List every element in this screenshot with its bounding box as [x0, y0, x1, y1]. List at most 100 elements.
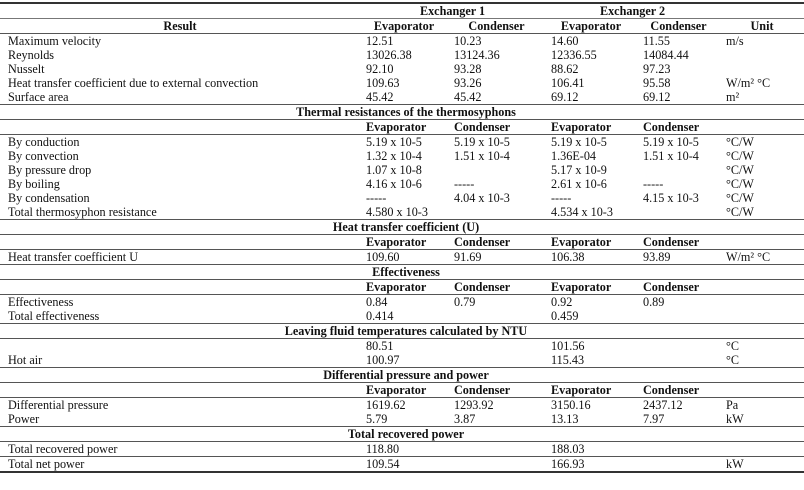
row-value: 13124.36: [454, 48, 500, 62]
row-value: [448, 353, 545, 368]
row-value: [637, 442, 720, 457]
row-value: [448, 442, 545, 457]
row-label: Maximum velocity: [8, 34, 102, 48]
row-value: 45.42: [366, 90, 394, 104]
column-header-row: Result Evaporator Condenser Evaporator C…: [0, 18, 804, 34]
table-row: Reynolds 13026.38 13124.36 12336.55 14084.44: [0, 48, 804, 62]
row-unit: kW: [720, 456, 804, 472]
table-row: Total thermosyphon resistance 4.580 x 10-…: [0, 205, 804, 220]
row-value: 12336.55: [551, 48, 597, 62]
row-label: By pressure drop: [8, 163, 92, 177]
row-value: 2437.12: [643, 398, 683, 412]
evaporator-subheader: Evaporator: [545, 234, 637, 250]
row-value: 13.13: [551, 412, 579, 426]
row-value: 5.17 x 10-9: [551, 163, 607, 177]
condenser-subheader: Condenser: [637, 234, 720, 250]
row-value: 1.51 x 10-4: [643, 149, 699, 163]
subheader-blank: [0, 119, 360, 135]
row-label: Total recovered power: [8, 442, 118, 456]
row-label: Total net power: [0, 456, 360, 472]
row-value: 0.84: [366, 295, 388, 309]
row-unit: kW: [726, 412, 744, 426]
table-row: Effectiveness 0.84 0.79 0.92 0.89: [0, 295, 804, 310]
row-value: 3.87: [454, 412, 476, 426]
row-value: 93.26: [454, 76, 482, 90]
row-label: By convection: [8, 149, 79, 163]
condenser-subheader: Condenser: [448, 119, 545, 135]
row-value: 3150.16: [551, 398, 591, 412]
row-value: 14084.44: [643, 48, 689, 62]
row-label: Power: [8, 412, 40, 426]
condenser-subheader: Condenser: [637, 279, 720, 295]
row-value: 93.89: [643, 250, 671, 264]
row-unit: [720, 295, 804, 310]
table-row: By condensation ----- 4.04 x 10-3 ----- 4.15…: [0, 191, 804, 205]
row-value: 5.19 x 10-5: [551, 135, 607, 149]
table-row: Maximum velocity 12.51 10.23 14.60 11.55 m/s: [0, 34, 804, 49]
table-row: Nusselt 92.10 93.28 88.62 97.23: [0, 62, 804, 76]
row-unit: m²: [726, 90, 740, 104]
row-value: 106.38: [551, 250, 585, 264]
row-value: 115.43: [551, 353, 585, 367]
table-row: 80.51 101.56 °C: [0, 339, 804, 354]
row-value: 1.36E-04: [551, 149, 597, 163]
row-value: 4.15 x 10-3: [643, 191, 699, 205]
row-unit: W/m² °C: [726, 76, 771, 90]
row-value: 45.42: [454, 90, 482, 104]
row-value: 100.97: [366, 353, 400, 367]
row-label: Effectiveness: [8, 295, 74, 309]
section-title-row: Thermal resistances of the thermosyphons: [0, 104, 804, 120]
row-label: Heat transfer coefficient due to externa…: [8, 76, 259, 90]
evaporator-subheader: Evaporator: [545, 382, 637, 398]
condenser-subheader: Condenser: [448, 382, 545, 398]
table-row: By convection 1.32 x 10-4 1.51 x 10-4 1.36E…: [0, 149, 804, 163]
condenser-subheader: Condenser: [448, 234, 545, 250]
row-value: 13026.38: [366, 48, 412, 62]
row-value: 0.92: [551, 295, 573, 309]
row-value: 11.55: [643, 34, 670, 48]
row-unit: °C/W: [726, 163, 754, 177]
row-value: -----: [366, 191, 387, 205]
row-value: 0.459: [551, 309, 579, 323]
row-label: By boiling: [8, 177, 60, 191]
row-label: [0, 339, 360, 354]
row-unit: °C/W: [726, 191, 754, 205]
row-unit: °C/W: [726, 205, 754, 219]
section-title: Thermal resistances of the thermosyphons: [0, 104, 804, 120]
table-row: By pressure drop 1.07 x 10-8 5.17 x 10-9 °C…: [0, 163, 804, 177]
row-value: 0.414: [366, 309, 394, 323]
subheader-blank: [720, 119, 804, 135]
row-value: 109.63: [366, 76, 400, 90]
row-value: 92.10: [366, 62, 394, 76]
evaporator-subheader: Evaporator: [545, 279, 637, 295]
row-label: By conduction: [8, 135, 80, 149]
row-value: 4.16 x 10-6: [366, 177, 422, 191]
row-unit: [720, 62, 804, 76]
row-value: 95.58: [643, 76, 671, 90]
section-title: Differential pressure and power: [0, 367, 804, 383]
row-value: 4.580 x 10-3: [366, 205, 428, 219]
row-value: [448, 309, 545, 324]
subheader-blank: [720, 234, 804, 250]
row-label: Differential pressure: [8, 398, 109, 412]
row-value: 106.41: [551, 76, 585, 90]
row-value: 1.32 x 10-4: [366, 149, 422, 163]
evaporator-subheader: Evaporator: [360, 119, 448, 135]
evaporator-subheader: Evaporator: [360, 382, 448, 398]
table-row: Differential pressure 1619.62 1293.92 3150.…: [0, 398, 804, 413]
row-value: 188.03: [551, 442, 585, 456]
row-unit: W/m² °C: [726, 250, 771, 264]
row-value: [637, 339, 720, 354]
exchanger-2-header: Exchanger 2: [545, 3, 720, 19]
row-value: 1.07 x 10-8: [366, 163, 422, 177]
row-unit: °C: [726, 353, 740, 367]
row-value: 109.60: [366, 250, 400, 264]
unit-header: Unit: [720, 18, 804, 34]
row-value: [637, 353, 720, 368]
row-value: 97.23: [643, 62, 671, 76]
row-value: -----: [551, 191, 572, 205]
table-row: By conduction 5.19 x 10-5 5.19 x 10-5 5.19 …: [0, 135, 804, 150]
row-value: 5.19 x 10-5: [454, 135, 510, 149]
subheader-blank: [0, 279, 360, 295]
row-label: Heat transfer coefficient U: [8, 250, 139, 264]
